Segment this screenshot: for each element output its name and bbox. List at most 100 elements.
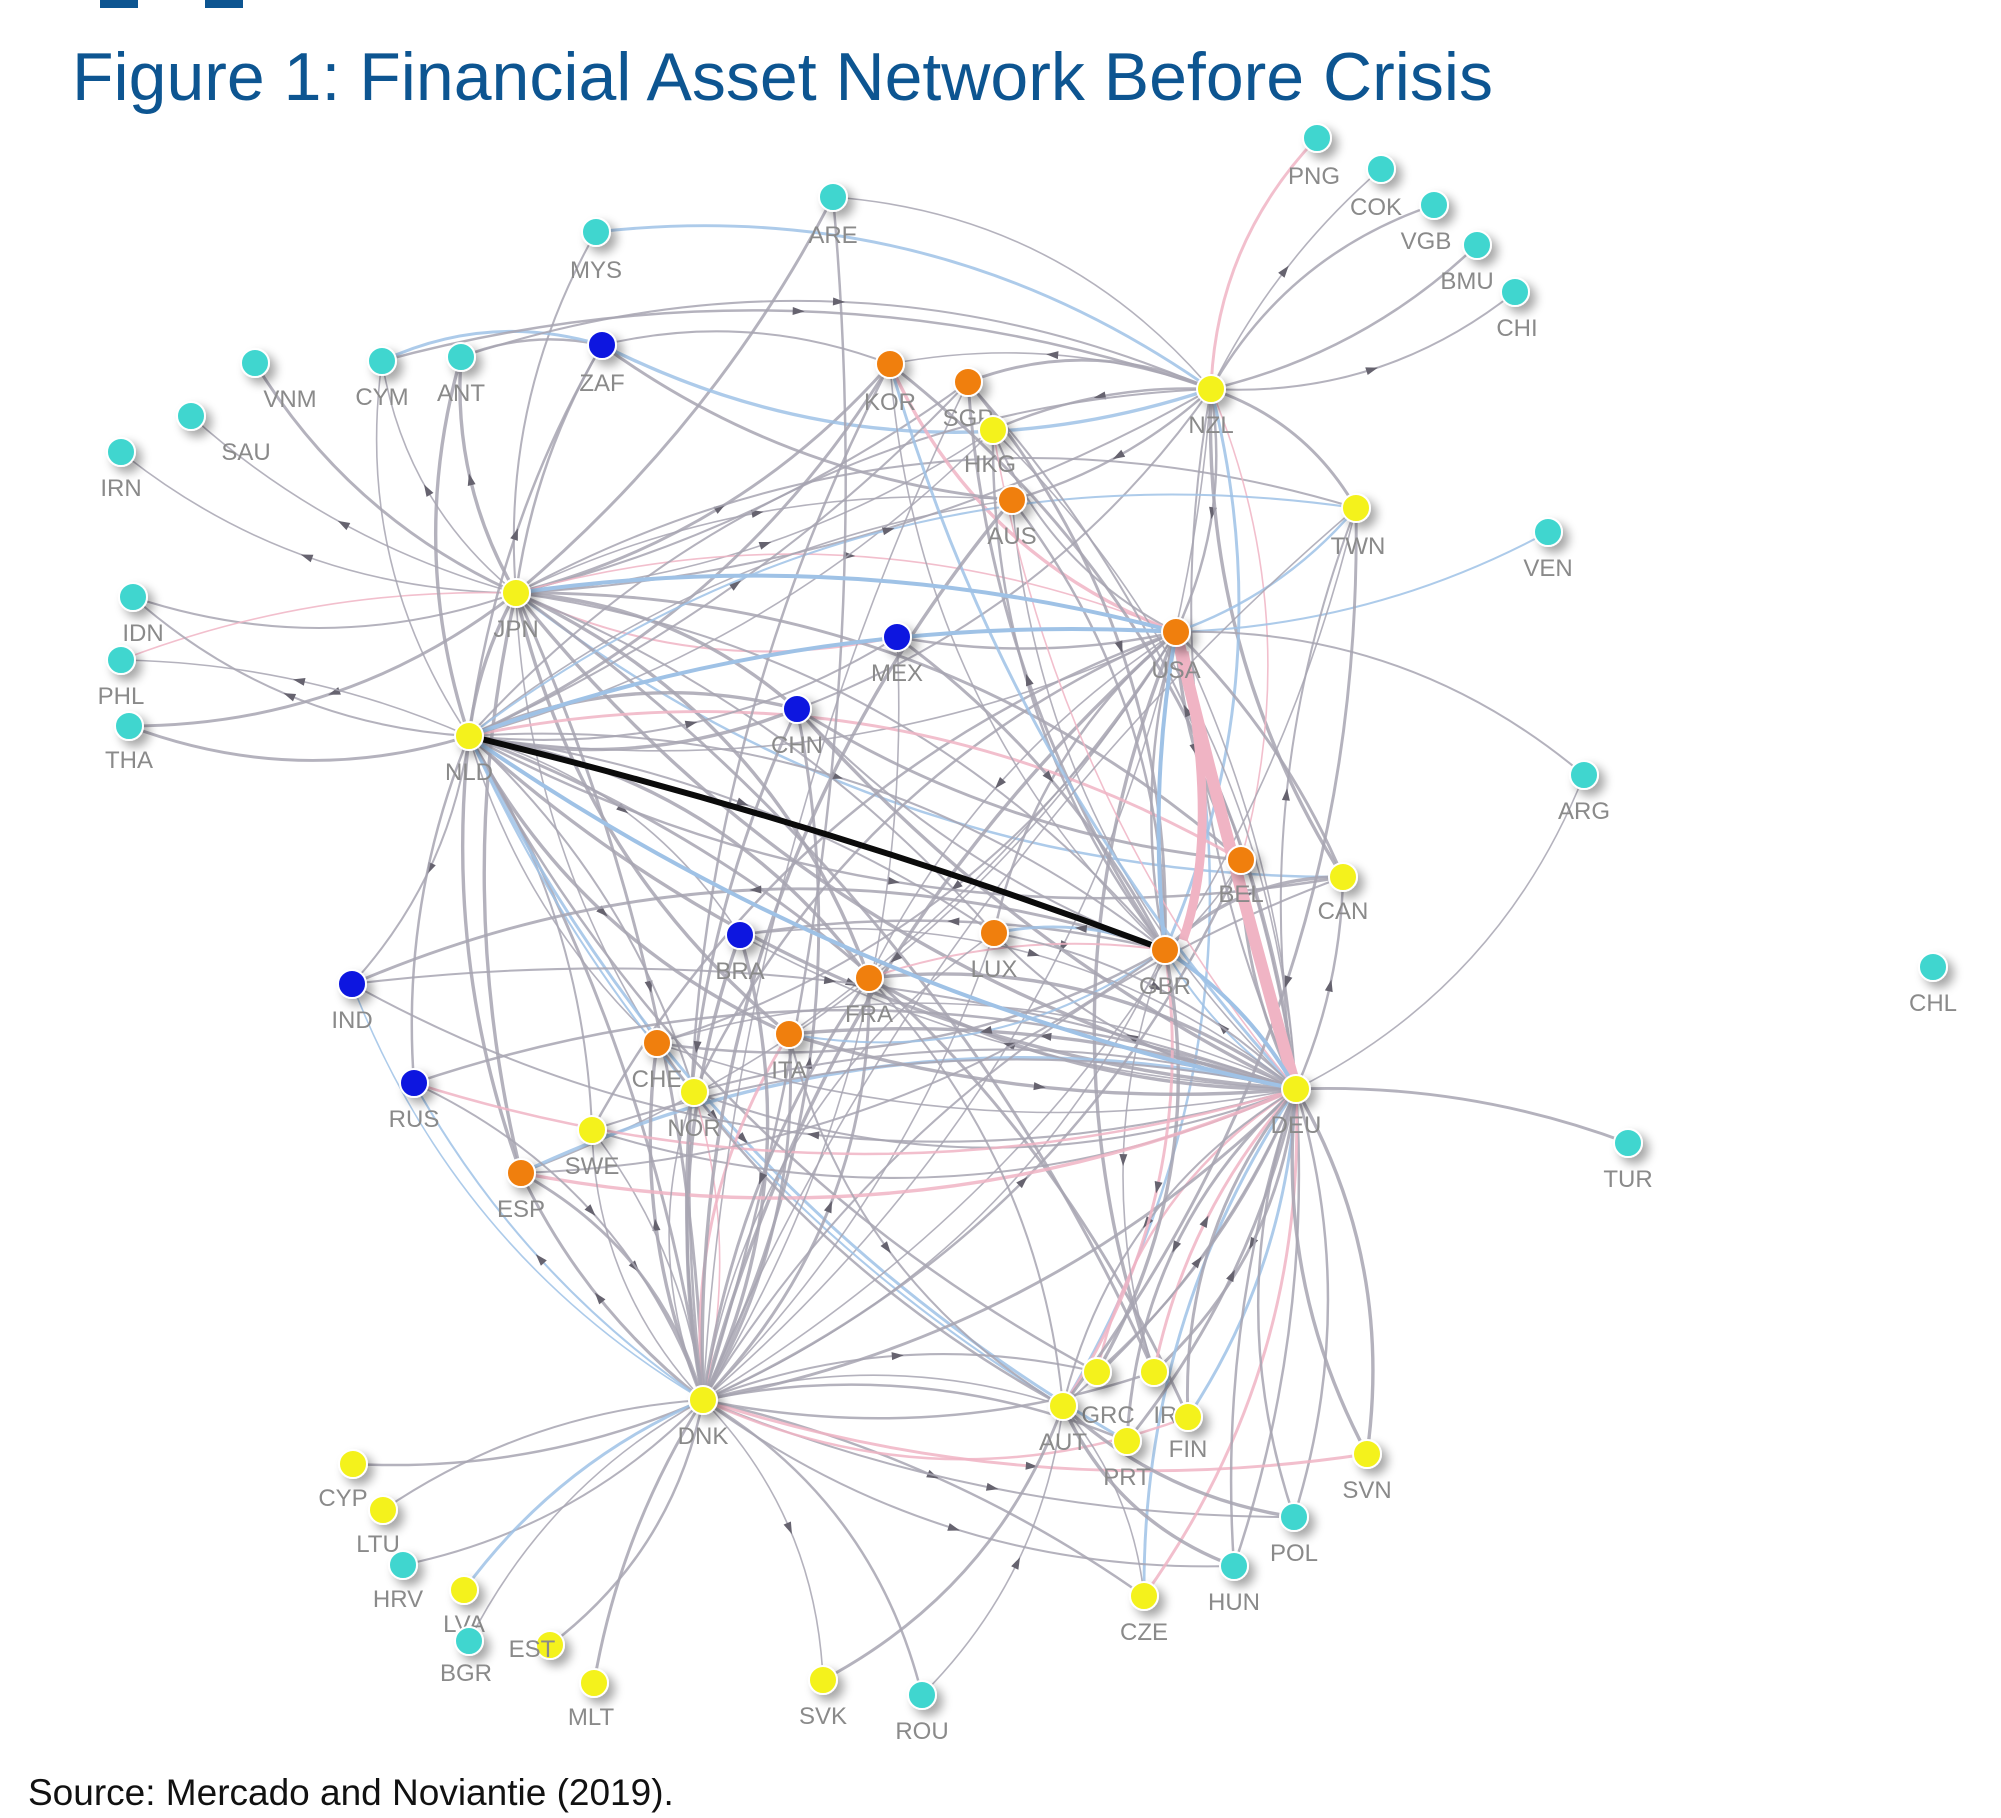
edge-arrow-dnk-svk: [783, 1521, 792, 1535]
edge-gbr-aus: [1011, 499, 1167, 951]
node-dot-arg: [1569, 760, 1599, 790]
node-gbr: GBR: [1139, 935, 1191, 1000]
edge-cym-nzl: [381, 309, 1212, 391]
highlight-edge-usa-gbr-pink: [1178, 651, 1207, 942]
edge-usa-gbr: [1150, 631, 1178, 951]
node-dot-tha: [114, 711, 144, 741]
edge-arrow-nld-can: [887, 876, 900, 885]
edge-svk-aut: [822, 1405, 1065, 1682]
node-dot-ven: [1533, 517, 1563, 547]
node-dot-chn: [782, 694, 812, 724]
highlight-edge-nld-gbr: [466, 733, 1168, 953]
node-label-dnk: DNK: [678, 1423, 729, 1450]
node-dot-cyp: [338, 1449, 368, 1479]
node-label-vgb: VGB: [1401, 228, 1452, 255]
edge-arrow-aut-deu: [1191, 1256, 1202, 1269]
node-hun: HUN: [1208, 1551, 1260, 1616]
node-dot-chi: [1500, 277, 1530, 307]
edge-hun-aut: [1061, 1405, 1235, 1568]
edge-arrow-deu-ita: [1039, 1032, 1052, 1041]
edge-che-aut: [655, 1042, 1064, 1408]
edge-dnk-bgr: [468, 1399, 704, 1642]
edge-svn-deu: [1290, 1088, 1369, 1455]
node-jpn: JPN: [493, 578, 539, 643]
edge-dnk-mlt: [592, 1399, 705, 1684]
node-fra: FRA: [845, 963, 893, 1028]
edge-dnk-aut: [702, 1374, 1064, 1407]
edge-arrow-dnk-grc: [891, 1352, 904, 1361]
node-dot-chl: [1918, 952, 1948, 982]
node-dot-vnm: [240, 348, 270, 378]
edge-nld-bel: [468, 710, 1242, 862]
node-label-swe: SWE: [565, 1153, 620, 1180]
node-label-bra: BRA: [715, 958, 764, 985]
node-label-cym: CYM: [355, 384, 408, 411]
node-zaf: ZAF: [579, 330, 625, 397]
edge-arrow-deu-can: [1324, 979, 1333, 993]
node-label-nor: NOR: [667, 1115, 720, 1142]
edge-deu-rus: [413, 1008, 1297, 1091]
edge-nzl-bmu: [1210, 244, 1478, 391]
node-png: PNG: [1288, 123, 1340, 190]
node-esp: ESP: [497, 1158, 545, 1223]
node-ven: VEN: [1523, 517, 1573, 582]
node-dot-ita: [774, 1019, 804, 1049]
node-label-chi: CHI: [1496, 315, 1537, 342]
node-usa: USA: [1151, 617, 1201, 684]
edge-pol-deu: [1256, 1088, 1298, 1518]
node-dot-swe: [577, 1115, 607, 1145]
edge-arrow-irl-deu: [1199, 1215, 1209, 1228]
edge-fra-deu: [868, 972, 1297, 1091]
edge-nzl-are: [832, 196, 1212, 390]
edge-arrow-dnk-bel: [1016, 1176, 1028, 1189]
edge-jpn-usa: [515, 553, 1177, 633]
node-label-deu: DEU: [1271, 1112, 1322, 1139]
node-label-arg: ARG: [1558, 798, 1610, 825]
edge-kor-deu: [888, 363, 1298, 1090]
edge-nld-rus: [410, 735, 471, 1084]
node-phl: PHL: [98, 645, 144, 710]
node-dot-fin: [1173, 1402, 1203, 1432]
top-accent-bar: [100, 0, 270, 8]
edge-jpn-chn: [515, 591, 799, 711]
edge-arrow-nzl-kor: [1046, 351, 1059, 360]
node-label-rou: ROU: [895, 1718, 948, 1745]
node-label-mys: MYS: [570, 257, 622, 284]
node-dot-esp: [506, 1158, 536, 1188]
edge-arrow-jpn-dnk: [644, 980, 653, 993]
edge-fin-deu: [1186, 1088, 1298, 1418]
edge-esp-dnk: [520, 1171, 705, 1401]
edge-arrow-gbr-bra: [947, 917, 960, 926]
edge-nld-ant: [434, 356, 471, 737]
node-dot-aus: [997, 485, 1027, 515]
node-prt: PRT: [1103, 1426, 1151, 1491]
node-ltu: LTU: [356, 1495, 400, 1558]
node-label-rus: RUS: [389, 1106, 440, 1133]
edge-deu-che: [656, 1002, 1297, 1090]
node-dot-ind: [337, 969, 367, 999]
node-che: CHE: [632, 1028, 682, 1093]
edge-arrow-dnk-hun: [947, 1523, 960, 1531]
edge-arrow-nzl-cok: [1278, 265, 1289, 278]
edge-nzl-chn: [796, 388, 1212, 710]
node-irn: IRN: [100, 437, 142, 502]
edge-arrow-rou-aut: [1011, 1557, 1021, 1570]
node-ita: ITA: [771, 1019, 807, 1084]
node-svk: SVK: [799, 1665, 847, 1730]
node-twn: TWN: [1331, 493, 1385, 560]
node-cze: CZE: [1120, 1581, 1168, 1646]
node-label-ita: ITA: [771, 1057, 807, 1084]
node-label-pol: POL: [1270, 1540, 1318, 1567]
node-dot-dnk: [688, 1385, 718, 1415]
edge-zaf-aus: [601, 343, 1013, 502]
edge-nld-nor: [468, 735, 695, 1093]
node-deu: DEU: [1271, 1074, 1322, 1139]
node-nzl: NZL: [1188, 374, 1234, 439]
node-dot-gbr: [1150, 935, 1180, 965]
node-dot-sgp: [953, 367, 983, 397]
node-dot-irl: [1139, 1357, 1169, 1387]
edge-jpn-are: [515, 196, 835, 595]
edge-arrow-dnk-esp: [594, 1292, 606, 1305]
edge-arrow-nld-idn: [283, 693, 297, 702]
